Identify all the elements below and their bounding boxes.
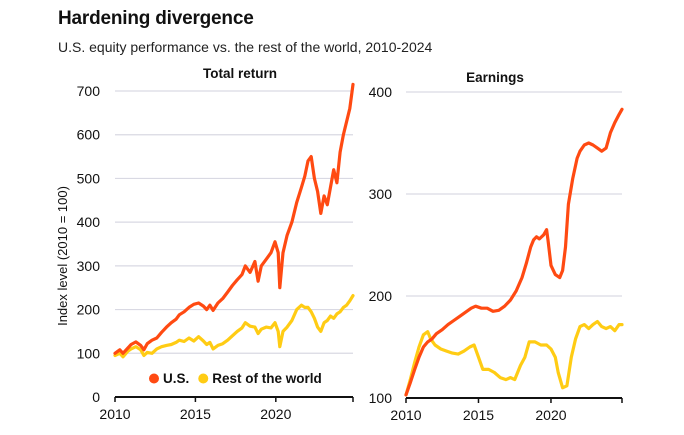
y-tick-label: 500 bbox=[77, 170, 101, 186]
series-line-rest-of-the-world bbox=[113, 294, 355, 359]
legend-label: U.S. bbox=[163, 371, 189, 386]
x-tick-label: 2020 bbox=[535, 407, 566, 423]
legend-swatch bbox=[149, 373, 159, 384]
y-tick-label: 100 bbox=[369, 390, 393, 406]
y-tick-label: 300 bbox=[369, 186, 393, 202]
y-tick-label: 200 bbox=[369, 288, 393, 304]
x-tick-label: 2015 bbox=[463, 407, 494, 423]
panel-title: Earnings bbox=[466, 70, 524, 85]
y-tick-label: 400 bbox=[77, 214, 101, 230]
y-tick-label: 100 bbox=[77, 345, 101, 361]
y-tick-label: 200 bbox=[77, 302, 101, 318]
y-tick-label: 600 bbox=[77, 127, 101, 143]
series-line-u-s bbox=[113, 82, 355, 355]
y-tick-label: 400 bbox=[369, 84, 393, 100]
x-tick-label: 2015 bbox=[180, 406, 211, 422]
x-tick-label: 2020 bbox=[260, 406, 291, 422]
y-tick-label: 300 bbox=[77, 258, 101, 274]
legend-label: Rest of the world bbox=[212, 371, 322, 386]
series-line-rest-of-the-world bbox=[404, 319, 624, 397]
panel-total-return: Total return 0 100 200 300 400 500 600 700 2010 20… bbox=[55, 66, 355, 422]
chart-subtitle: U.S. equity performance vs. the rest of … bbox=[58, 39, 433, 55]
legend-swatch bbox=[198, 373, 209, 384]
panel-title: Total return bbox=[203, 66, 277, 81]
y-axis-label: Index level (2010 = 100) bbox=[55, 186, 70, 326]
series-line-u-s bbox=[404, 107, 624, 397]
y-tick-label: 0 bbox=[92, 389, 100, 405]
chart-title: Hardening divergence bbox=[58, 8, 254, 29]
x-tick-label: 2010 bbox=[390, 407, 421, 423]
y-tick-label: 700 bbox=[77, 83, 101, 99]
panel-earnings: Earnings 100 200 300 400 2010 2015 2020 bbox=[369, 70, 624, 423]
x-tick-label: 2010 bbox=[99, 406, 130, 422]
